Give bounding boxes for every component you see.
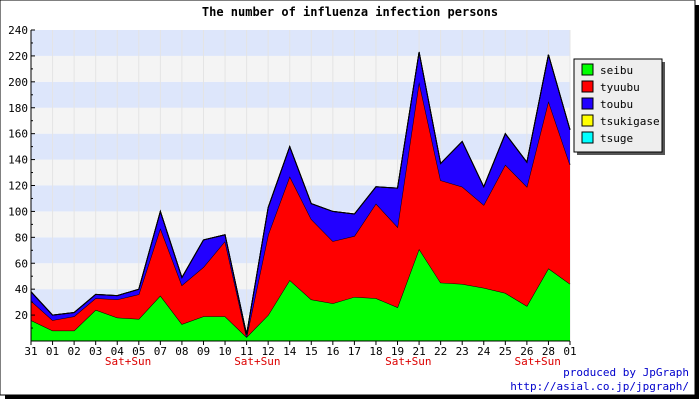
grid-band [31, 55, 570, 82]
weekend-label: Sat+Sun [234, 355, 280, 368]
x-tick-label: 21 [412, 345, 425, 358]
x-tick-label: 05 [132, 345, 145, 358]
x-tick-label: 25 [499, 345, 512, 358]
legend-label-seibu: seibu [600, 64, 633, 77]
x-tick-label: 19 [391, 345, 404, 358]
footer-url: http://asial.co.jp/jpgraph/ [510, 380, 689, 393]
grid-band [31, 133, 570, 160]
legend-swatch-tsuge [581, 131, 594, 144]
x-tick-label: 26 [520, 345, 533, 358]
x-tick-label: 01 [563, 345, 576, 358]
chart-title: The number of influenza infection person… [202, 5, 498, 19]
y-tick-label: 240 [8, 24, 28, 37]
y-tick-label: 140 [8, 154, 28, 167]
legend-swatch-seibu [581, 63, 594, 76]
grid-band [31, 30, 570, 56]
x-tick-label: 16 [326, 345, 339, 358]
x-tick-label: 24 [477, 345, 491, 358]
legend-label-tyuubu: tyuubu [600, 81, 640, 94]
y-tick-label: 80 [15, 231, 28, 244]
x-tick-label: 14 [283, 345, 297, 358]
x-tick-label: 17 [348, 345, 361, 358]
x-tick-label: 11 [240, 345, 253, 358]
legend-label-tsuge: tsuge [600, 132, 633, 145]
footer-credit: produced by JpGraph [563, 366, 689, 379]
x-tick-label: 31 [24, 345, 37, 358]
x-tick-label: 07 [154, 345, 167, 358]
legend-swatch-tsukigase [581, 114, 594, 127]
weekend-label: Sat+Sun [385, 355, 431, 368]
x-tick-label: 08 [175, 345, 188, 358]
weekend-label: Sat+Sun [105, 355, 151, 368]
x-tick-label: 03 [89, 345, 102, 358]
x-tick-label: 04 [111, 345, 125, 358]
x-tick-label: 18 [369, 345, 382, 358]
legend-swatch-tyuubu [581, 80, 594, 93]
y-tick-label: 200 [8, 76, 28, 89]
weekend-label: Sat+Sun [514, 355, 560, 368]
x-tick-label: 12 [262, 345, 275, 358]
area-tyuubu [31, 81, 570, 338]
line-tsuge [30, 51, 571, 335]
legend-swatch-toubu [581, 97, 594, 110]
x-tick-label: 28 [542, 345, 555, 358]
y-tick-label: 20 [15, 309, 28, 322]
legend-label-tsukigase: tsukigase [600, 115, 660, 128]
legend-label-toubu: toubu [600, 98, 633, 111]
y-tick-label: 100 [8, 205, 28, 218]
y-tick-label: 120 [8, 180, 28, 193]
x-tick-label: 01 [46, 345, 59, 358]
y-tick-label: 160 [8, 128, 28, 141]
x-tick-label: 23 [456, 345, 469, 358]
area-toubu [31, 52, 570, 338]
x-tick-label: 22 [434, 345, 447, 358]
x-tick-label: 02 [67, 345, 80, 358]
grid-band [31, 81, 570, 108]
y-tick-label: 60 [15, 257, 28, 270]
x-tick-label: 10 [218, 345, 231, 358]
x-tick-label: 15 [305, 345, 318, 358]
grid-band [31, 107, 570, 134]
area-seibu [31, 248, 570, 341]
y-tick-label: 220 [8, 50, 28, 63]
x-tick-label: 09 [197, 345, 210, 358]
y-tick-label: 40 [15, 283, 28, 296]
y-tick-label: 180 [8, 102, 28, 115]
